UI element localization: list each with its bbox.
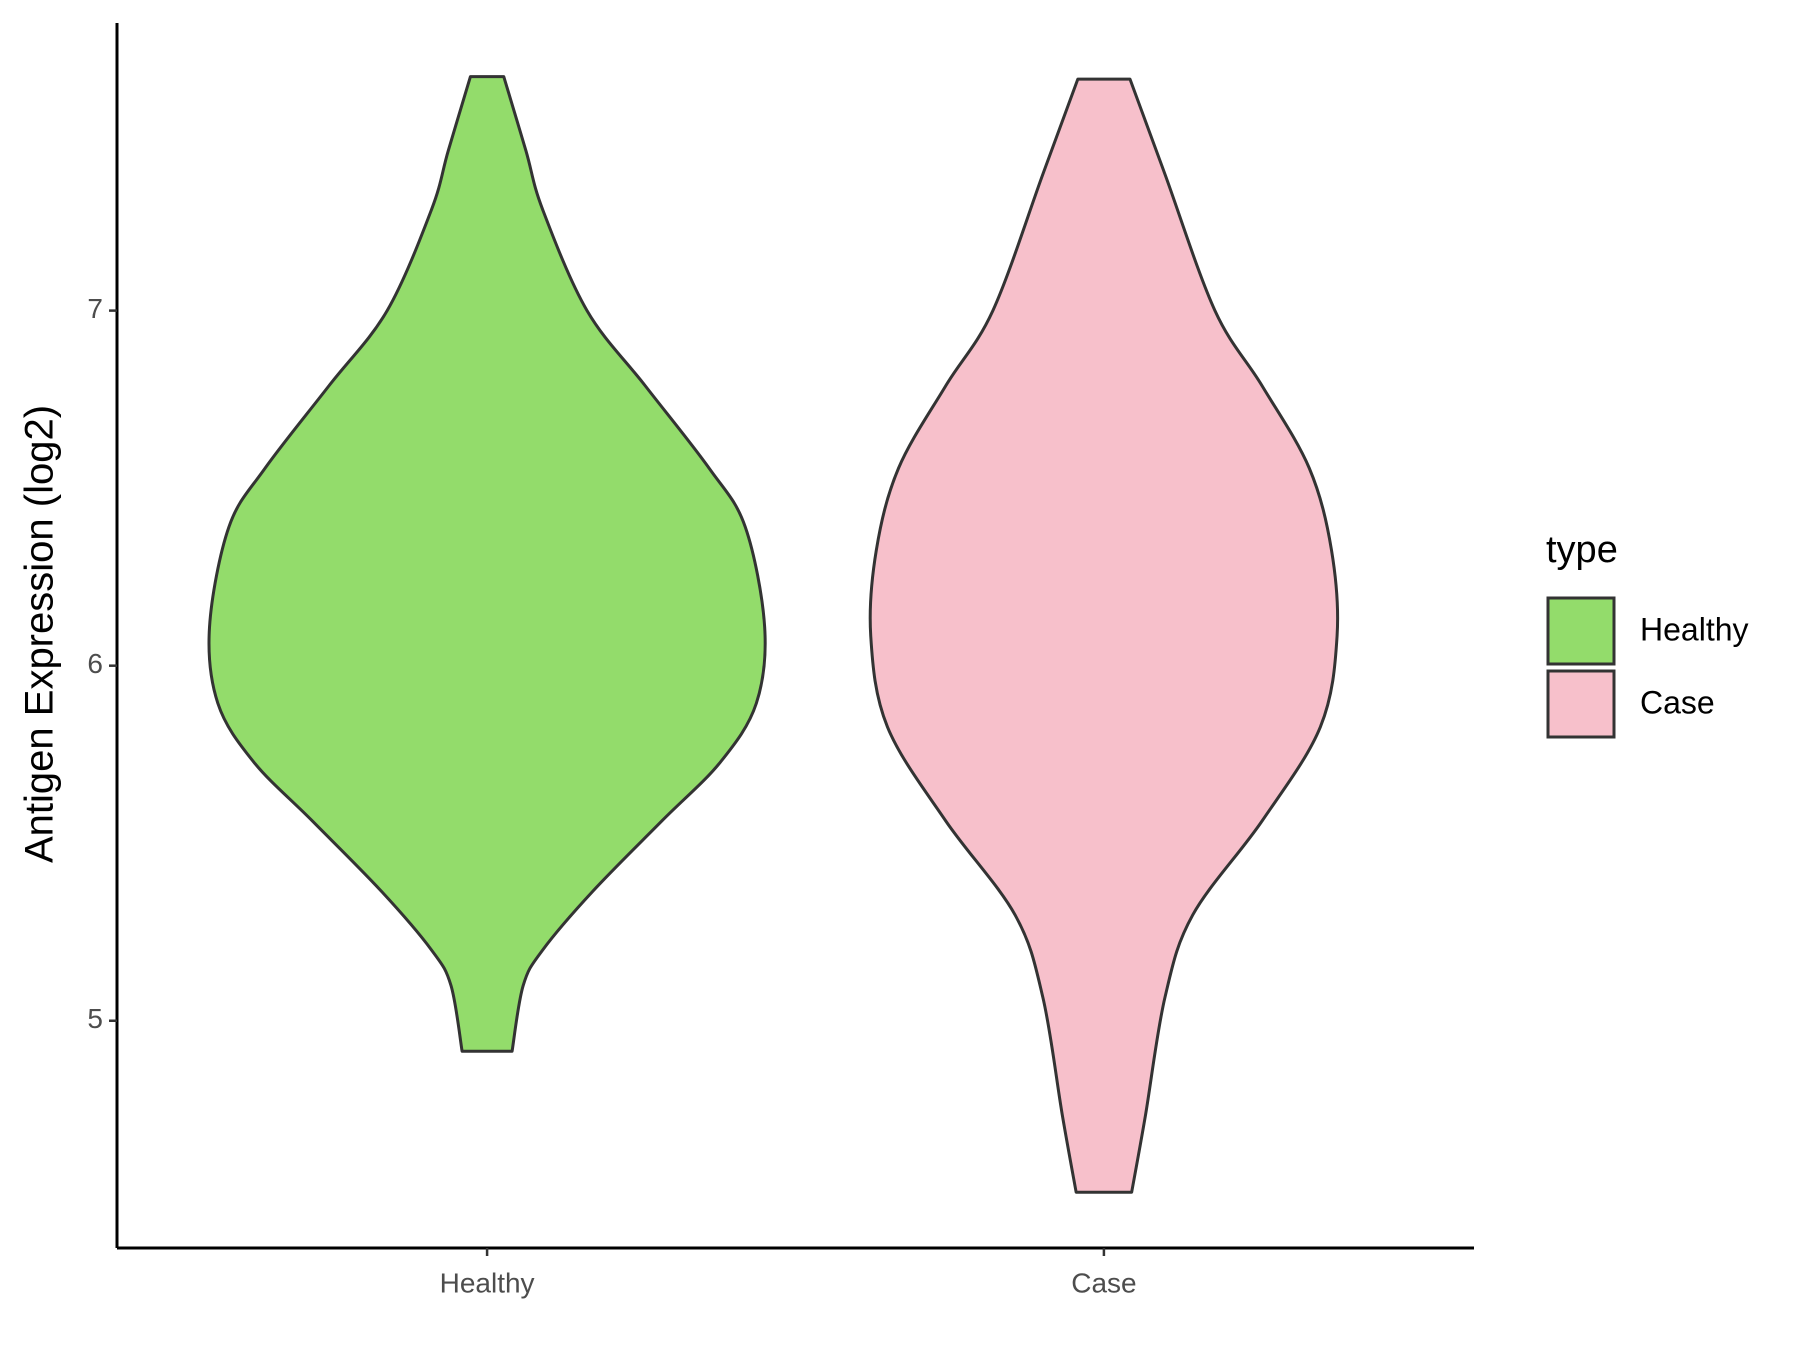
- legend-title: type: [1546, 529, 1618, 571]
- y-tick-label: 6: [87, 648, 103, 679]
- y-tick-label: 7: [87, 293, 103, 324]
- legend-key: [1546, 596, 1616, 666]
- y-axis-label: Antigen Expression (log2): [18, 405, 62, 863]
- x-tick-label: Case: [1071, 1267, 1136, 1298]
- violin: [868, 77, 1340, 1194]
- y-tick-label: 5: [87, 1003, 103, 1034]
- violin: [207, 75, 767, 1053]
- x-tick-label: Healthy: [440, 1267, 535, 1298]
- legend-key: [1546, 669, 1616, 739]
- legend-label: Case: [1640, 684, 1715, 720]
- legend-label: Healthy: [1640, 611, 1749, 647]
